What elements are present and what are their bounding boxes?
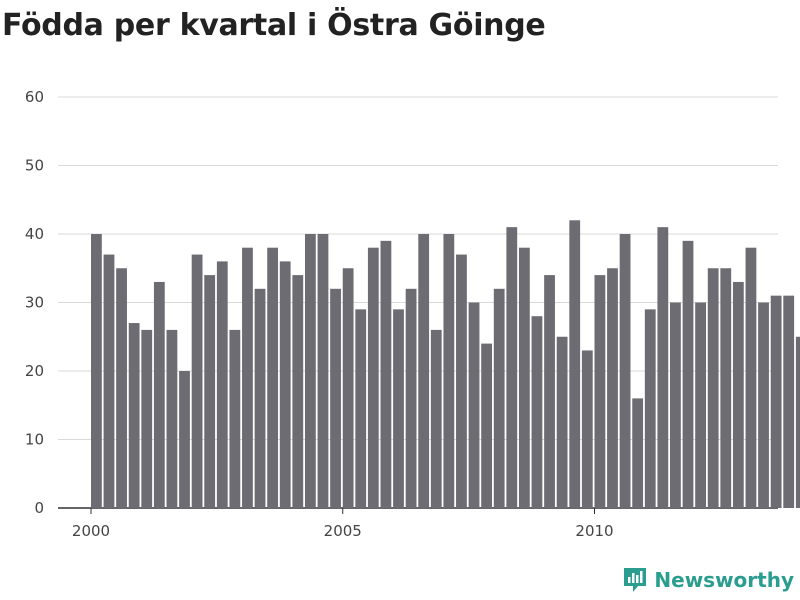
bar-2005-k2 [355,309,367,508]
bar-2009-k3 [569,220,581,509]
bar-2010-k3 [619,234,631,508]
bar-2001-k4 [179,371,190,508]
bar-2012-k4 [732,281,744,508]
bar-2014-k1 [795,336,800,508]
y-tick-label: 50 [25,157,44,175]
bar-2009-k4 [581,350,593,508]
bar-2011-k2 [657,227,669,508]
bar-2002-k2 [204,275,216,508]
bar-2013-k4 [783,295,795,508]
bar-2003-k2 [254,288,266,508]
x-tick-label: 2010 [575,522,613,540]
bar-2000-k4 [128,323,140,508]
bar-2001-k3 [166,329,178,508]
bars [91,220,800,509]
y-tick-label: 20 [25,362,44,380]
bar-2000-k2 [103,254,115,508]
bar-2009-k2 [556,336,568,508]
x-axis-ticks: 200020052010201520202025 [72,508,614,540]
bar-2000-k1 [91,234,102,508]
y-tick-label: 10 [25,431,44,449]
y-tick-label: 0 [34,499,44,517]
bar-2001-k2 [153,281,165,508]
bar-2008-k3 [518,247,530,508]
bar-2003-k1 [242,247,253,508]
bar-2009-k1 [544,275,555,508]
bar-2002-k1 [191,254,203,508]
bar-2011-k1 [644,309,656,508]
bar-2011-k4 [682,240,694,508]
bar-2007-k3 [468,302,480,508]
gridlines [58,96,778,509]
y-tick-label: 30 [25,294,44,312]
bar-2008-k2 [506,227,518,508]
x-tick-label: 2005 [324,522,362,540]
bar-2006-k1 [393,309,404,508]
bar-2007-k2 [456,254,467,508]
bar-2012-k2 [707,268,719,508]
bar-2005-k4 [380,240,392,508]
x-tick-label: 2000 [72,522,110,540]
bar-2007-k4 [481,343,492,508]
bar-2008-k4 [531,316,543,508]
bar-2012-k3 [720,268,732,508]
bar-2004-k2 [304,234,316,508]
bar-2006-k2 [405,288,417,508]
bar-2002-k3 [216,261,228,508]
bar-2004-k1 [292,275,304,508]
bar-2001-k1 [141,329,153,508]
bar-2002-k4 [229,329,241,508]
bar-2013-k3 [770,295,782,508]
brand-logo: Newsworthy [622,566,794,594]
bar-2011-k3 [670,302,681,508]
bar-2005-k3 [367,247,379,508]
bar-2013-k1 [745,247,757,508]
bar-2000-k3 [116,268,127,508]
bar-2010-k1 [594,275,606,508]
bar-2004-k3 [317,234,329,508]
bar-2006-k4 [430,329,442,508]
bar-2004-k4 [330,288,341,508]
bar-2003-k3 [267,247,279,508]
bar-2003-k4 [279,261,291,508]
bar-2012-k1 [695,302,706,508]
y-tick-label: 60 [25,88,44,106]
bar-2006-k3 [418,234,430,508]
newsworthy-logo-icon [624,568,647,592]
bar-2005-k1 [342,268,354,508]
y-axis-ticks: 0 10 20 30 40 50 60 [25,88,44,517]
bar-2008-k1 [493,288,505,508]
chart-title: Födda per kvartal i Östra Göinge [2,8,546,43]
y-tick-label: 40 [25,225,44,243]
bar-2010-k4 [632,398,644,508]
bar-2013-k2 [758,302,769,508]
bar-2007-k1 [443,234,455,508]
bar-2010-k2 [607,268,618,508]
brand-name: Newsworthy [654,568,794,592]
